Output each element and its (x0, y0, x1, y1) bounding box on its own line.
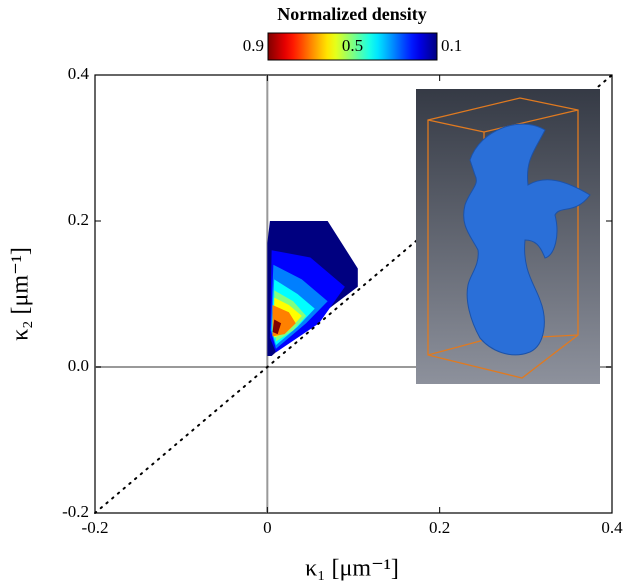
colorbar-tick-label: 0.1 (441, 36, 462, 55)
inset-image (416, 89, 600, 384)
x-tick-label: 0.4 (601, 518, 623, 537)
y-tick-label: 0.0 (68, 356, 89, 375)
colorbar-tick-label: 0.5 (342, 36, 363, 55)
y-tick-label: -0.2 (62, 502, 89, 521)
y-axis-label: κ₂ [μm⁻¹] (8, 247, 34, 341)
x-tick-label: 0.2 (429, 518, 450, 537)
y-tick-label: 0.2 (68, 210, 89, 229)
x-axis-label: κ₁ [μm⁻¹] (305, 556, 399, 582)
chart: Normalized density κ₁ [μm⁻¹] κ₂ [μm⁻¹] 0… (0, 0, 630, 588)
x-tick-label: 0 (263, 518, 272, 537)
colorbar-tick-label: 0.9 (243, 36, 264, 55)
colorbar-title: Normalized density (277, 4, 426, 24)
y-tick-label: 0.4 (68, 64, 90, 83)
